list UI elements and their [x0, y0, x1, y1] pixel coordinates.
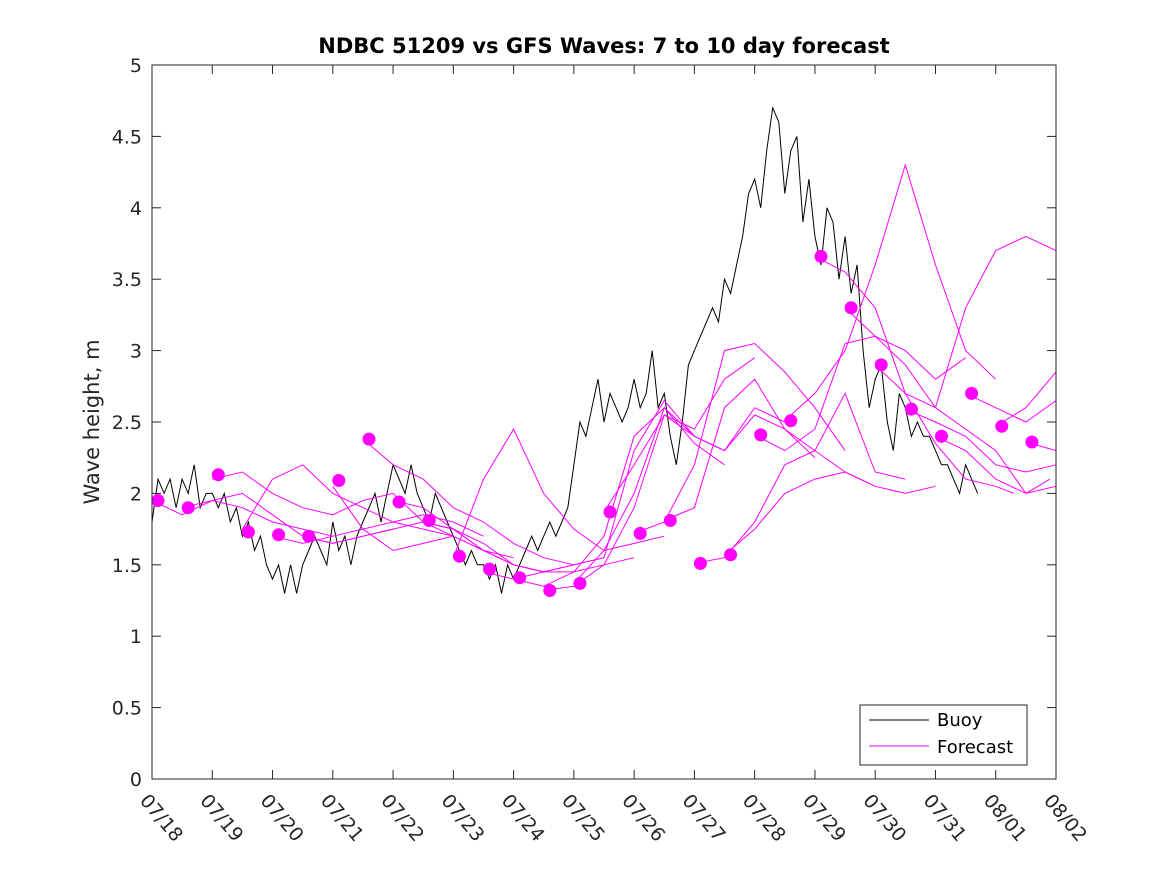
forecast-marker	[452, 549, 466, 563]
y-tick-label: 1	[130, 626, 142, 648]
forecast-line	[724, 471, 936, 556]
forecast-marker	[362, 432, 376, 446]
y-tick-label: 4	[130, 198, 142, 220]
forecast-marker	[814, 249, 828, 263]
forecast-marker	[573, 576, 587, 590]
forecast-line	[844, 307, 1051, 495]
forecast-line	[905, 408, 1057, 473]
forecast-marker	[151, 494, 165, 507]
y-tick-label: 2	[130, 483, 142, 505]
forecast-line	[664, 378, 876, 521]
forecast-marker	[965, 386, 979, 400]
forecast-marker	[483, 562, 496, 576]
buoy-series	[151, 105, 979, 594]
legend-forecast-label: Forecast	[937, 737, 1013, 758]
y-tick-label: 0.5	[112, 698, 142, 720]
forecast-marker	[543, 584, 557, 597]
forecast-marker	[181, 501, 195, 515]
forecast-marker	[935, 429, 948, 443]
forecast-marker	[272, 528, 286, 542]
forecast-line	[573, 406, 786, 584]
forecast-marker	[995, 419, 1009, 433]
forecast-line	[212, 471, 454, 537]
forecast-markers	[151, 249, 1039, 597]
y-tick-label: 3.5	[112, 269, 142, 291]
y-tick-label: 5	[130, 55, 142, 77]
forecast-marker	[874, 358, 888, 372]
y-tick-label: 4.5	[112, 126, 142, 148]
forecast-marker	[211, 468, 225, 482]
y-axis-label: Wave height, m	[80, 339, 104, 504]
forecast-marker	[663, 514, 677, 527]
forecast-line	[965, 392, 1057, 423]
y-tick-label: 2.5	[112, 412, 142, 434]
forecast-marker	[754, 428, 768, 442]
forecast-marker	[302, 529, 316, 543]
forecast-line	[241, 464, 454, 537]
y-tick-label: 3	[130, 341, 142, 363]
forecast-line	[452, 428, 665, 558]
forecast-line	[784, 163, 997, 421]
legend-box	[859, 704, 1028, 766]
forecast-line	[151, 499, 333, 537]
forecast-marker	[422, 514, 436, 527]
plot-series-group	[151, 105, 1057, 597]
forecast-line	[423, 521, 635, 573]
forecast-marker	[784, 414, 798, 428]
chart-title: NDBC 51209 vs GFS Waves: 7 to 10 day for…	[318, 34, 889, 58]
forecast-marker	[844, 301, 858, 315]
forecast-marker	[904, 402, 918, 416]
forecast-line	[362, 438, 575, 566]
y-axis-ticks: 0 0.5 1 1.5 2 2.5 3 3.5 4 4.5 5	[112, 55, 1056, 791]
forecast-marker	[392, 495, 406, 509]
forecast-marker	[633, 526, 647, 540]
forecast-line	[513, 406, 725, 587]
forecast-line	[935, 435, 1057, 494]
y-tick-label: 1.5	[112, 555, 142, 577]
forecast-marker	[1025, 435, 1039, 449]
legend: Buoy Forecast	[859, 704, 1028, 766]
forecast-marker	[724, 548, 738, 562]
forecast-line	[874, 235, 1057, 409]
y-tick-label: 0	[130, 769, 142, 791]
forecast-line	[603, 414, 816, 513]
forecast-marker	[693, 556, 707, 570]
forecast-marker	[513, 571, 527, 585]
forecast-line	[814, 255, 1014, 494]
legend-buoy-label: Buoy	[937, 710, 983, 731]
forecast-line	[995, 371, 1057, 427]
forecast-marker	[603, 505, 617, 519]
forecast-marker	[332, 474, 346, 487]
forecast-line	[633, 342, 846, 534]
forecast-marker	[241, 525, 255, 539]
buoy-line	[151, 105, 979, 594]
forecast-line	[754, 335, 966, 452]
